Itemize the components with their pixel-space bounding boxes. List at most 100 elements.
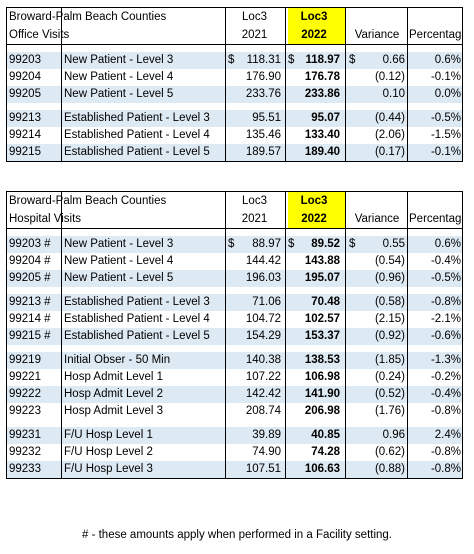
value-2021-cell: 196.03 xyxy=(245,272,281,284)
value-2022-cell: 95.07 xyxy=(311,112,340,124)
percentage-cell: -0.1% xyxy=(430,146,461,158)
percentage-cell: -0.8% xyxy=(430,463,461,475)
variance-cell: (0.96) xyxy=(374,272,405,284)
hospital-title-2: Hospital Visits xyxy=(9,213,82,225)
desc-cell: New Patient - Level 5 xyxy=(64,88,174,100)
office-col-2022: 2022 xyxy=(301,29,327,41)
percentage-cell: -0.5% xyxy=(430,112,461,124)
code-cell: 99215 # xyxy=(9,330,51,342)
percentage-cell: 0.0% xyxy=(434,88,461,100)
variance-cell: (1.76) xyxy=(374,405,405,417)
value-2022-cell: 176.78 xyxy=(304,71,340,83)
variance-cell: (0.58) xyxy=(374,296,405,308)
variance-cell: (0.12) xyxy=(374,71,405,83)
value-2022-cell: 206.98 xyxy=(304,405,340,417)
hospital-col-2021: 2021 xyxy=(241,213,268,225)
value-2022-cell: 133.40 xyxy=(304,129,340,141)
table-row: 99204 New Patient - Level 4 176.90 176.7… xyxy=(7,69,462,86)
code-cell: 99213 # xyxy=(9,296,51,308)
value-2022-cell: 40.85 xyxy=(311,429,340,441)
code-cell: 99204 # xyxy=(9,255,51,267)
desc-cell: New Patient - Level 3 xyxy=(64,238,174,250)
currency-cell: $ xyxy=(228,238,235,250)
code-cell: 99204 xyxy=(9,71,41,83)
value-2021-cell: 104.72 xyxy=(245,313,281,325)
desc-cell: Established Patient - Level 3 xyxy=(64,296,210,308)
percentage-cell: -0.5% xyxy=(430,272,461,284)
code-cell: 99219 xyxy=(9,354,41,366)
desc-cell: Established Patient - Level 3 xyxy=(64,112,210,124)
value-2022-cell: 153.37 xyxy=(304,330,340,342)
value-2021-cell: 118.31 xyxy=(246,54,281,66)
variance-cell: (0.24) xyxy=(374,371,405,383)
percentage-cell: -1.5% xyxy=(430,129,461,141)
variance-cell: (2.06) xyxy=(374,129,405,141)
value-2021-cell: 140.38 xyxy=(245,354,281,366)
currency-cell: $ xyxy=(228,54,235,66)
office-col-variance: Variance xyxy=(354,29,400,41)
spacer xyxy=(7,45,462,52)
variance-cell: (0.44) xyxy=(374,112,405,124)
variance-cell: (0.54) xyxy=(374,255,405,267)
value-2021-cell: 176.90 xyxy=(245,71,281,83)
variance-cell: 0.55 xyxy=(382,238,405,250)
office-col-2021: 2021 xyxy=(241,29,268,41)
variance-cell: 0.10 xyxy=(382,88,405,100)
value-2022-cell: 233.86 xyxy=(304,88,340,100)
code-cell: 99223 xyxy=(9,405,41,417)
office-header-row-2: Office Visits 2021 2022 Variance Percent… xyxy=(7,26,462,45)
table-row: 99203 # New Patient - Level 3 $ 88.97 $ … xyxy=(7,236,462,253)
spacer xyxy=(7,287,462,294)
footnote: # - these amounts apply when performed i… xyxy=(81,529,393,541)
percentage-cell: -0.4% xyxy=(430,255,461,267)
office-header-row-1: Broward-Palm Beach Counties Loc3 Loc3 xyxy=(7,8,462,26)
table-row: 99205 New Patient - Level 5 233.76 233.8… xyxy=(7,86,462,103)
code-cell: 99232 xyxy=(9,446,41,458)
hospital-col-percentage: Percentage xyxy=(409,213,461,225)
value-2021-cell: 144.42 xyxy=(245,255,281,267)
hospital-col-2022: 2022 xyxy=(301,213,327,225)
desc-cell: New Patient - Level 3 xyxy=(64,54,174,66)
percentage-cell: -0.8% xyxy=(430,446,461,458)
value-2021-cell: 233.76 xyxy=(245,88,281,100)
variance-cell: (0.88) xyxy=(374,463,405,475)
table-row: 99219 Initial Obser - 50 Min 140.38 138.… xyxy=(7,352,462,369)
value-2022-cell: 70.48 xyxy=(311,296,340,308)
percentage-cell: -0.6% xyxy=(430,330,461,342)
desc-cell: Established Patient - Level 4 xyxy=(64,129,210,141)
currency-cell: $ xyxy=(288,238,295,250)
variance-cell: (2.15) xyxy=(374,313,405,325)
value-2022-cell: 106.63 xyxy=(304,463,340,475)
value-2021-cell: 88.97 xyxy=(252,238,281,250)
value-2022-cell: 141.90 xyxy=(304,388,340,400)
percentage-cell: -0.2% xyxy=(430,371,461,383)
desc-cell: New Patient - Level 4 xyxy=(64,71,174,83)
code-cell: 99233 xyxy=(9,463,41,475)
spacer xyxy=(7,103,462,110)
desc-cell: F/U Hosp Level 3 xyxy=(64,463,153,475)
office-title-1: Broward-Palm Beach Counties xyxy=(9,11,167,23)
percentage-cell: 0.6% xyxy=(434,54,461,66)
desc-cell: Hosp Admit Level 3 xyxy=(64,405,164,417)
desc-cell: Initial Obser - 50 Min xyxy=(64,354,171,366)
variance-cell: (0.62) xyxy=(374,446,405,458)
table-row: 99231 F/U Hosp Level 1 39.89 40.85 0.96 … xyxy=(7,427,462,444)
desc-cell: Established Patient - Level 4 xyxy=(64,313,210,325)
table-row: 99221 Hosp Admit Level 1 107.22 106.98 (… xyxy=(7,369,462,386)
value-2022-cell: 106.98 xyxy=(304,371,340,383)
hospital-header-row-1: Broward-Palm Beach Counties Loc3 Loc3 xyxy=(7,192,462,210)
code-cell: 99213 xyxy=(9,112,41,124)
table-row: 99213 Established Patient - Level 3 95.5… xyxy=(7,110,462,127)
table-row: 99214 # Established Patient - Level 4 10… xyxy=(7,311,462,328)
value-2021-cell: 39.89 xyxy=(252,429,281,441)
code-cell: 99231 xyxy=(9,429,41,441)
value-2022-cell: 102.57 xyxy=(304,313,340,325)
percentage-cell: -0.1% xyxy=(430,71,461,83)
value-2022-cell: 118.97 xyxy=(305,54,340,66)
desc-cell: F/U Hosp Level 2 xyxy=(64,446,153,458)
variance-cell: (0.17) xyxy=(374,146,405,158)
office-col-loc3-2022: Loc3 xyxy=(300,11,328,23)
table-row: 99213 # Established Patient - Level 3 71… xyxy=(7,294,462,311)
code-cell: 99215 xyxy=(9,146,41,158)
table-row: 99204 # New Patient - Level 4 144.42 143… xyxy=(7,253,462,270)
